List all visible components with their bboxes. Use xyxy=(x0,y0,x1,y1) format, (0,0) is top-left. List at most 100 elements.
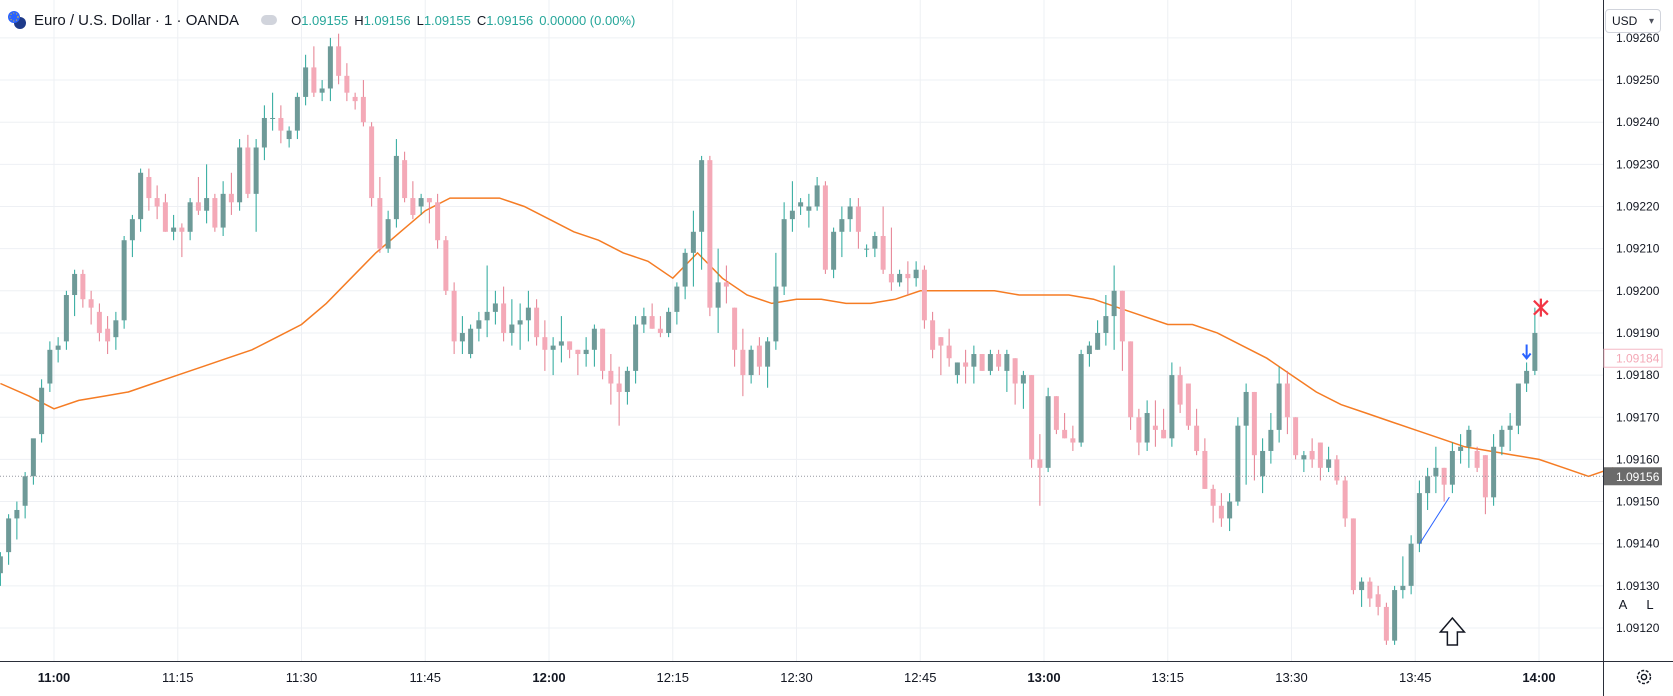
candle xyxy=(501,286,507,342)
open-value: 1.09155 xyxy=(301,12,349,28)
candle-body xyxy=(987,354,993,371)
candle-body xyxy=(781,219,787,287)
candle-body xyxy=(831,231,837,270)
legend-collapse-toggle[interactable] xyxy=(261,15,278,25)
gear-icon[interactable] xyxy=(1634,667,1654,687)
low-label: L xyxy=(416,12,424,28)
candle xyxy=(228,172,234,215)
candle-body xyxy=(971,354,977,367)
candle-body xyxy=(773,286,779,342)
candle-body xyxy=(1532,332,1538,371)
candle xyxy=(996,349,1002,371)
candle xyxy=(261,105,267,161)
x-tick-label: 13:45 xyxy=(1399,670,1432,685)
candle xyxy=(913,261,919,287)
candle-body xyxy=(1037,459,1043,468)
candle-body xyxy=(220,193,226,228)
candle-body xyxy=(567,341,573,350)
candle xyxy=(616,366,622,426)
candle xyxy=(451,282,457,355)
x-tick-label: 13:15 xyxy=(1151,670,1184,685)
change-value: 0.00000 (0.00%) xyxy=(539,12,636,28)
candle-body xyxy=(435,202,441,241)
candle xyxy=(1350,518,1356,595)
candle-body xyxy=(1251,391,1257,456)
candle-body xyxy=(278,117,284,131)
candle xyxy=(1111,265,1117,350)
candle-body xyxy=(517,320,523,325)
candle-body xyxy=(377,198,383,249)
candle-body xyxy=(187,202,193,232)
y-tick-label: 1.09160 xyxy=(1616,452,1660,466)
candle xyxy=(39,379,45,443)
candle xyxy=(822,181,828,274)
y-tick-label: 1.09210 xyxy=(1616,242,1660,256)
y-tick-label: 1.09260 xyxy=(1616,31,1660,45)
candle-body xyxy=(880,236,886,270)
candle-body xyxy=(1400,585,1406,591)
candle xyxy=(393,139,399,228)
candle-body xyxy=(72,273,78,296)
y-tick-label: 1.09230 xyxy=(1616,157,1660,171)
candle-body xyxy=(913,269,919,279)
candle xyxy=(1293,417,1299,460)
candle xyxy=(1499,425,1505,456)
open-label: O xyxy=(291,12,302,28)
candle xyxy=(591,324,597,367)
candle-body xyxy=(237,147,243,203)
candle xyxy=(162,193,168,232)
candle-body xyxy=(1268,429,1274,451)
candle-body xyxy=(327,46,333,89)
candle-body xyxy=(336,46,342,76)
candle-body xyxy=(616,383,622,392)
candle-body xyxy=(1194,425,1200,451)
candle xyxy=(1103,295,1109,346)
candle-body xyxy=(393,155,399,220)
candle xyxy=(138,168,144,232)
candle xyxy=(905,261,911,296)
x-tick-label: 12:00 xyxy=(532,670,565,685)
candle xyxy=(30,438,36,485)
candle-body xyxy=(954,362,960,376)
y-tick-label: 1.09220 xyxy=(1616,200,1660,214)
candle-body xyxy=(245,147,251,194)
log-scale-button[interactable]: L xyxy=(1639,593,1661,615)
candle xyxy=(1095,320,1101,350)
candle-body xyxy=(1293,417,1299,456)
moving-average-layer xyxy=(0,197,1614,478)
candle-body xyxy=(476,320,482,329)
candle xyxy=(575,349,581,376)
candle-body xyxy=(1301,455,1307,460)
candle-body xyxy=(1416,493,1422,544)
candle xyxy=(278,105,284,144)
candle xyxy=(55,337,61,363)
candle-body xyxy=(1119,290,1125,342)
candle-body xyxy=(1128,341,1134,418)
candle-body xyxy=(352,96,358,102)
candle-body xyxy=(963,362,969,367)
candle-body xyxy=(410,198,416,215)
low-value: 1.09155 xyxy=(423,12,471,28)
candle xyxy=(748,345,754,384)
candle xyxy=(600,328,606,380)
candle xyxy=(385,210,391,253)
candle xyxy=(360,80,366,127)
candle xyxy=(1053,396,1059,435)
candle xyxy=(1243,383,1249,485)
candle-body xyxy=(253,147,259,194)
candle xyxy=(1119,290,1125,371)
candle xyxy=(1144,400,1150,451)
candle-body xyxy=(1218,505,1224,519)
x-tick-label: 12:45 xyxy=(904,670,937,685)
candle xyxy=(1532,307,1538,376)
y-tick-label: 1.09180 xyxy=(1616,368,1660,382)
auto-scale-button[interactable]: A xyxy=(1612,593,1634,615)
candle-body xyxy=(204,198,210,211)
candle-body xyxy=(1515,383,1521,426)
symbol-title[interactable]: Euro / U.S. Dollar · 1 · OANDA xyxy=(34,11,240,29)
currency-selector[interactable]: USD ▾ xyxy=(1605,9,1661,33)
candle xyxy=(1425,467,1431,510)
candle-body xyxy=(369,126,375,199)
candle xyxy=(509,299,515,346)
